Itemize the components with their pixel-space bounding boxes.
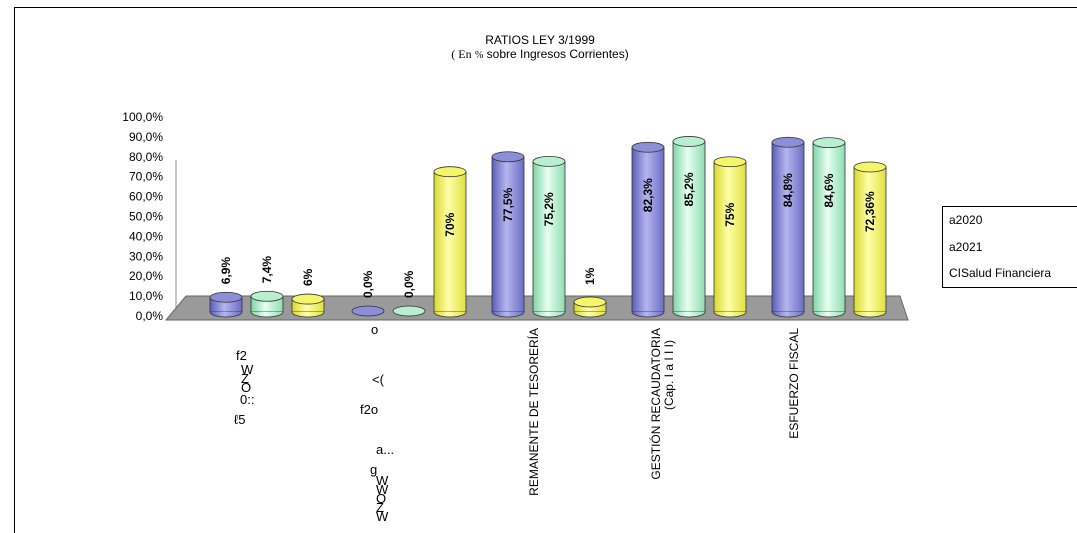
artifact-text: o [371, 322, 378, 337]
bar-top [631, 141, 665, 153]
chart-title: RATIOS LEY 3/1999 [485, 33, 595, 47]
artifact-text: a... [376, 442, 394, 457]
data-label: 82,3% [641, 178, 655, 212]
category-label: ESFUERZO FISCAL [787, 328, 801, 439]
artifact-text: O [241, 380, 251, 395]
bar-top [771, 136, 805, 148]
data-label: 70% [443, 212, 457, 236]
bar-top [573, 296, 607, 308]
y-tick-label: 10,0% [129, 289, 163, 303]
artifact-text: W [241, 362, 254, 377]
y-tick-label: 30,0% [129, 249, 163, 263]
data-label: 77,5% [501, 187, 515, 221]
artifact-text: Z [241, 371, 249, 386]
y-tick-label: 90,0% [129, 130, 163, 144]
bar-base [209, 311, 243, 318]
bar-top [291, 293, 325, 305]
bar-base [771, 311, 805, 318]
bar-base [812, 311, 846, 318]
subtitle-rest: sobre Ingresos Corrientes) [486, 47, 629, 61]
data-label: 7,4% [260, 256, 274, 284]
bar [771, 141, 805, 313]
bar [631, 146, 665, 313]
artifact-text: f2 [236, 348, 247, 363]
bar-base [713, 311, 747, 318]
artifact-text: ℓ5 [234, 412, 245, 427]
bar-base [250, 311, 284, 318]
bar-top [532, 155, 566, 167]
chart-subtitle: ( En % sobre Ingresos Corrientes) [330, 47, 750, 63]
legend-item-cisalud: CISalud Financiera [949, 266, 1052, 280]
data-label: 75% [723, 202, 737, 226]
bar [433, 171, 467, 313]
bar [532, 160, 566, 313]
data-label: 0,0% [361, 270, 375, 298]
bar-top [250, 290, 284, 302]
y-tick-label: 60,0% [129, 190, 163, 204]
bar-base [853, 311, 887, 318]
data-label: 75,2% [542, 192, 556, 226]
category-sublabel: (Cap. I a I I I) [662, 340, 676, 410]
data-label: 6,9% [219, 257, 233, 285]
category-label: GESTIÓN RECAUDATORIA [648, 328, 663, 480]
artifact-text: W [376, 482, 389, 497]
bar-zero [351, 305, 385, 317]
bar-top [491, 151, 525, 163]
bar-base [291, 311, 325, 318]
artifact-text: <( [372, 372, 385, 387]
legend-item-a2021: a2021 [949, 240, 983, 254]
y-tick-label: 40,0% [129, 229, 163, 243]
bar [672, 141, 706, 313]
legend: a2020 a2021 CISalud Financiera [942, 206, 1077, 288]
artifact-text: f2o [360, 402, 378, 417]
artifact-text: W [376, 509, 389, 524]
data-label: 84,6% [822, 173, 836, 207]
y-tick-label: 0,0% [136, 309, 164, 323]
category-labels: REMANENTE DE TESORERÍA GESTIÓN RECAUDATOR… [526, 328, 801, 496]
artifact-text: Z [376, 500, 384, 515]
bar-base [433, 311, 467, 318]
artifact-text: O [376, 491, 386, 506]
data-label: 6% [301, 268, 315, 286]
data-label: 1% [583, 267, 597, 285]
bar-base [672, 311, 706, 318]
y-tick-label: 50,0% [129, 210, 163, 224]
subtitle-prefix: ( En [451, 47, 472, 61]
legend-item-a2020: a2020 [949, 213, 983, 227]
data-label: 84,8% [781, 173, 795, 207]
bars [209, 136, 887, 318]
data-labels: 6,9% 7,4% 6% 0,0% 0,0% 70% 77,5% 75,2% 1% 82,3% 85… [219, 172, 877, 298]
bar-top [209, 291, 243, 303]
data-label: 85,2% [682, 172, 696, 206]
artifact-text: 0:: [240, 392, 254, 407]
chart-frame [14, 7, 1077, 533]
bar-top [812, 137, 846, 149]
artifact-text: W [376, 473, 389, 488]
bar-top [433, 166, 467, 178]
bar-base [491, 311, 525, 318]
subtitle-pct: % [474, 50, 484, 61]
bar-top [713, 156, 747, 168]
data-label: 0,0% [402, 270, 416, 298]
y-axis: 0,0% 10,0% 20,0% 30,0% 40,0% 50,0% 60,0% 70,0% 8… [122, 110, 177, 323]
y-tick-label: 80,0% [129, 150, 163, 164]
bar-base [573, 311, 607, 318]
y-tick-label: 100,0% [122, 110, 163, 124]
bar-top [853, 161, 887, 173]
category-label: REMANENTE DE TESORERÍA [526, 328, 541, 496]
bar-base [532, 311, 566, 318]
bar-top [672, 136, 706, 147]
y-tick-label: 70,0% [129, 170, 163, 184]
artifact-text: g [370, 462, 377, 477]
bar-base [631, 311, 665, 318]
y-tick-label: 20,0% [129, 269, 163, 283]
bar [713, 161, 747, 313]
bar-zero [392, 305, 426, 317]
bar [491, 156, 525, 313]
bar [812, 142, 846, 313]
bar [853, 166, 887, 313]
data-label: 72,36% [863, 191, 877, 232]
